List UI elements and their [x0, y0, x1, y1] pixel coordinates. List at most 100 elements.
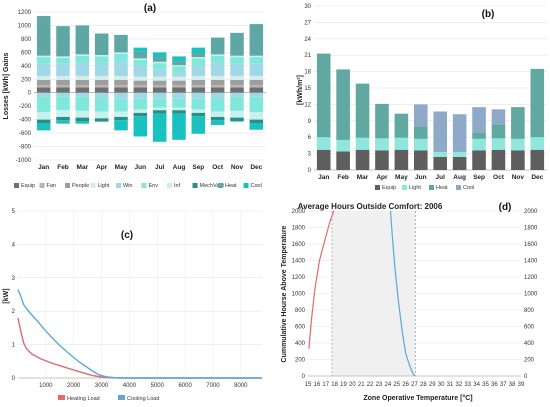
panel-d-xtick-label: 32 — [456, 382, 463, 388]
panel-a-bar-env — [249, 57, 264, 64]
panel-a-bar-neg-env — [133, 98, 148, 110]
panel-a-ytick-label: 800 — [21, 37, 32, 43]
panel-a-bar-equip — [56, 87, 70, 93]
panel-a-month-label: Oct — [212, 164, 224, 171]
panel-b-bar-heat — [355, 83, 370, 138]
panel-a-bar-people — [133, 80, 148, 86]
panel-a-bar-people — [210, 79, 225, 86]
panel-a-bar-fan — [191, 85, 206, 88]
panel-b-legend-swatch — [456, 185, 461, 190]
panel-c-y-axis-label: [kW] — [3, 288, 10, 303]
panel-a-bar-env — [172, 66, 186, 73]
panel-d-xtick-label: 38 — [509, 382, 516, 388]
panel-a-bar-neg-inf — [36, 112, 51, 120]
panel-a-bar-neg-inf — [114, 111, 128, 117]
panel-b-bar-light — [336, 139, 350, 152]
panel-d-xtick-label: 16 — [314, 382, 321, 388]
panel-a-bar-neg-cool — [75, 120, 90, 124]
panel-a-bar-light — [152, 76, 167, 81]
panel-a-bar-neg-env — [114, 98, 128, 112]
panel-a-bar-neg-win — [75, 92, 90, 97]
panel-b-month-label: Oct — [493, 174, 505, 181]
panel-d-ytick-label-right: 0 — [524, 374, 528, 380]
panel-a-bar-heat — [133, 51, 148, 59]
panel-c-xtick-label: 8000 — [234, 383, 248, 389]
panel-c-xtick-label: 2000 — [67, 383, 81, 389]
panel-b-legend-swatch — [375, 185, 380, 190]
panel-a-bar-inf — [94, 55, 109, 57]
panel-d-xtick-label: 27 — [411, 382, 418, 388]
panel-a-bar-env — [94, 56, 109, 63]
panel-a-bar-equip — [152, 87, 167, 93]
panel-a-bar-win — [172, 72, 186, 77]
panel-a-bar-win — [249, 63, 264, 76]
panel-d-xtick-label: 20 — [349, 382, 356, 388]
panel-b-legend-label: Heat — [436, 185, 448, 191]
panel-a-month-label: Apr — [96, 164, 108, 171]
panel-a-bar-light — [114, 75, 128, 80]
panel-d-xtick-label: 19 — [340, 382, 347, 388]
panel-a-bar-env — [56, 57, 70, 64]
panel-a-bar-win — [191, 65, 206, 76]
panel-d-xtick-label: 25 — [393, 382, 400, 388]
panel-b-bar-light — [394, 137, 409, 150]
panel-d-xtick-label: 30 — [438, 382, 445, 388]
panel-a-bar-neg-mechvent — [191, 112, 206, 117]
panel-d-ytick-label: 1600 — [292, 242, 306, 248]
panel-a-bar-people — [94, 79, 109, 86]
panel-a-ytick-label: 1200 — [18, 10, 32, 16]
panel-d-title: Average Hours Outside Comfort: 2006 — [298, 202, 443, 211]
panel-a-bar-env — [210, 55, 225, 63]
panel-d-xtick-label: 23 — [376, 382, 383, 388]
panel-a-bar-fan — [152, 85, 167, 88]
panel-a-bar-people — [172, 80, 186, 86]
panel-d-xtick-label: 24 — [385, 382, 392, 388]
panel-d-ytick-label: 2000 — [292, 209, 306, 215]
panel-a-bar-neg-inf — [230, 110, 244, 118]
panel-a-bar-fan — [36, 85, 51, 88]
panel-a-bar-neg-win — [249, 92, 264, 97]
panel-b-bar-light — [316, 137, 331, 150]
panel-a-bar-neg-inf — [191, 109, 206, 113]
panel-c-plot-area — [18, 211, 262, 378]
panel-a-bar-heat — [191, 53, 206, 58]
panel-b-bar-heat — [511, 107, 525, 139]
panel-b-ytick-label: 9 — [308, 119, 312, 125]
panel-c-ytick-label: 0 — [12, 376, 16, 382]
panel-a-bar-heat — [36, 16, 51, 56]
panel-d-ytick-label: 600 — [295, 325, 306, 331]
panel-a-bar-light — [75, 75, 90, 80]
panel-a-bar-cool — [152, 52, 167, 58]
panel-a-bar-neg-env — [210, 98, 225, 112]
panel-d-xtick-label: 15 — [305, 382, 312, 388]
panel-d-ytick-label-right: 1200 — [524, 275, 538, 281]
panel-a-bar-heat — [114, 34, 128, 53]
panel-a-bar-neg-mechvent — [152, 110, 167, 114]
panel-a-bar-neg-env — [75, 96, 90, 111]
panel-a-legend-swatch — [192, 183, 198, 188]
panel-a-month-label: Sep — [192, 164, 204, 171]
panel-a-bar-neg-mechvent — [172, 110, 186, 114]
panel-a-bar-heat — [249, 24, 264, 56]
panel-a-legend-label: People — [72, 183, 89, 189]
panel-a-bar-light — [210, 75, 225, 80]
panel-a-bar-neg-env — [56, 96, 70, 111]
panel-b-label: (b) — [482, 9, 495, 20]
panel-b-legend-swatch — [429, 185, 434, 190]
panel-a-bar-cool — [133, 47, 148, 52]
panel-b-ytick-label: 15 — [304, 86, 311, 92]
panel-b-month-label: Dec — [531, 174, 543, 181]
panel-b-bar-heat — [413, 126, 428, 139]
panel-a-legend-swatch — [116, 183, 121, 188]
panel-d-ytick-label: 1200 — [292, 275, 306, 281]
panel-b-bar-heat — [491, 124, 506, 139]
panel-b-bar-equip — [355, 149, 370, 170]
panel-a-bar-heat — [230, 32, 244, 56]
panel-a-bar-win — [210, 62, 225, 76]
panel-d-xtick-label: 28 — [420, 382, 427, 388]
panel-d-xtick-label: 39 — [518, 382, 525, 388]
panel-d-xtick-label: 36 — [491, 382, 498, 388]
panel-a-bar-people — [56, 79, 70, 86]
panel-b-bar-equip — [336, 151, 350, 170]
panel-d-xtick-label: 17 — [322, 382, 329, 388]
